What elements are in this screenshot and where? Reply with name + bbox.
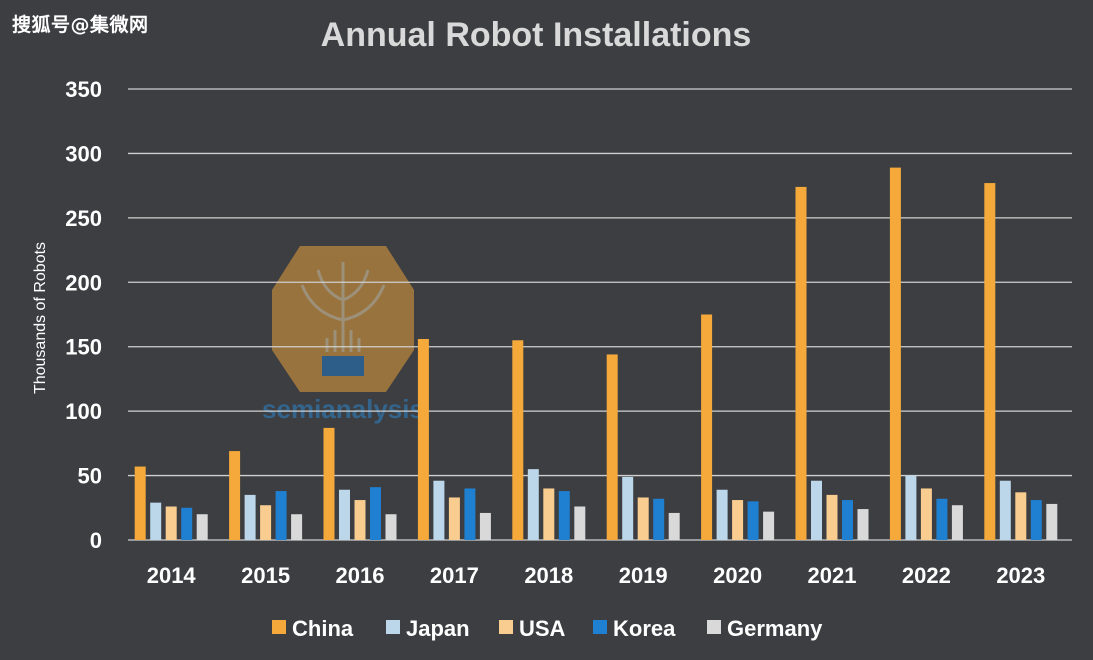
- legend-swatch-korea: [593, 620, 607, 634]
- bar-china-2022: [889, 167, 901, 541]
- y-axis-ticks: 0 50 100 150 200 250 300 350: [65, 77, 102, 553]
- bar-germany-2016: [385, 514, 397, 540]
- bar-china-2016: [323, 427, 335, 540]
- x-tick-label: 2019: [619, 563, 668, 588]
- legend-label-germany: Germany: [727, 616, 823, 641]
- bar-korea-2016: [370, 487, 381, 540]
- x-tick-label: 2017: [430, 563, 479, 588]
- bar-japan-2023: [999, 480, 1011, 540]
- x-tick-label: 2021: [808, 563, 857, 588]
- bar-germany-2019: [668, 512, 680, 540]
- legend-swatch-china: [272, 620, 286, 634]
- logo-base: [322, 356, 364, 376]
- bar-germany-2017: [479, 512, 491, 540]
- bar-germany-2022: [951, 505, 963, 540]
- legend-label-japan: Japan: [406, 616, 470, 641]
- bar-japan-2017: [433, 480, 445, 540]
- bar-usa-2017: [448, 497, 460, 540]
- legend: China Japan USA Korea Germany: [272, 616, 823, 641]
- logo-tree-icon: [300, 262, 386, 352]
- y-tick-label: 250: [65, 206, 102, 231]
- x-tick-label: 2015: [241, 563, 290, 588]
- y-tick-label: 0: [90, 528, 102, 553]
- bar-korea-2021: [842, 500, 853, 540]
- bar-usa-2018: [543, 488, 555, 540]
- y-tick-label: 50: [78, 464, 102, 489]
- bar-china-2021: [795, 186, 807, 540]
- bar-germany-2014: [196, 514, 208, 540]
- bar-usa-2023: [1015, 492, 1027, 540]
- x-tick-label: 2020: [713, 563, 762, 588]
- bar-japan-2022: [905, 475, 917, 540]
- legend-swatch-germany: [707, 620, 721, 634]
- bar-usa-2016: [354, 500, 366, 540]
- source-watermark: 搜狐号@集微网: [12, 14, 149, 36]
- bar-korea-2022: [936, 498, 948, 540]
- bar-korea-2015: [275, 491, 287, 540]
- bar-china-2023: [984, 183, 996, 540]
- y-axis-label: Thousands of Robots: [32, 242, 49, 394]
- x-axis-ticks: 2014 2015 2016 2017 2018 2019 2020 2021 2022 2023: [147, 563, 1046, 588]
- legend-swatch-usa: [499, 620, 513, 634]
- bar-china-2017: [417, 338, 429, 540]
- bar-germany-2021: [857, 509, 869, 540]
- bar-germany-2023: [1046, 503, 1058, 540]
- bar-germany-2020: [763, 511, 775, 540]
- bar-japan-2020: [716, 489, 728, 540]
- logo-text: semianalysis: [262, 394, 424, 424]
- bar-usa-2020: [732, 500, 744, 540]
- semianalysis-logo: semianalysis: [262, 246, 424, 424]
- legend-label-korea: Korea: [613, 616, 676, 641]
- bar-korea-2017: [464, 488, 476, 540]
- bar-usa-2015: [260, 505, 272, 540]
- y-tick-label: 350: [65, 77, 102, 102]
- bar-japan-2021: [811, 480, 822, 540]
- grid-lines: [128, 88, 1072, 541]
- bar-china-2014: [134, 466, 146, 540]
- chart-title: Annual Robot Installations: [321, 16, 752, 54]
- bar-japan-2014: [150, 502, 162, 540]
- bar-japan-2016: [339, 489, 350, 540]
- bar-japan-2015: [244, 494, 256, 540]
- bar-china-2019: [606, 354, 618, 540]
- x-tick-label: 2016: [336, 563, 385, 588]
- y-tick-label: 150: [65, 335, 102, 360]
- x-tick-label: 2022: [902, 563, 951, 588]
- bar-usa-2021: [826, 494, 838, 540]
- bar-korea-2019: [653, 498, 665, 540]
- bar-china-2018: [512, 340, 524, 540]
- y-tick-label: 200: [65, 270, 102, 295]
- bar-korea-2020: [747, 501, 759, 540]
- x-tick-label: 2018: [524, 563, 573, 588]
- y-tick-label: 300: [65, 141, 102, 166]
- bar-japan-2019: [622, 476, 634, 540]
- bar-usa-2014: [165, 506, 177, 540]
- x-tick-label: 2023: [996, 563, 1045, 588]
- bar-china-2015: [229, 451, 241, 540]
- legend-swatch-japan: [386, 620, 400, 634]
- bar-usa-2022: [920, 488, 932, 540]
- bar-germany-2015: [291, 514, 303, 540]
- legend-label-china: China: [292, 616, 354, 641]
- bar-china-2020: [701, 314, 713, 540]
- bar-germany-2018: [574, 506, 586, 540]
- bar-korea-2014: [181, 507, 193, 540]
- legend-label-usa: USA: [519, 616, 566, 641]
- bars-layer: [134, 167, 1058, 541]
- bar-korea-2023: [1030, 500, 1042, 540]
- bar-japan-2018: [527, 469, 539, 540]
- bar-korea-2018: [558, 491, 570, 540]
- bar-usa-2019: [637, 497, 649, 540]
- y-tick-label: 100: [65, 399, 102, 424]
- x-tick-label: 2014: [147, 563, 197, 588]
